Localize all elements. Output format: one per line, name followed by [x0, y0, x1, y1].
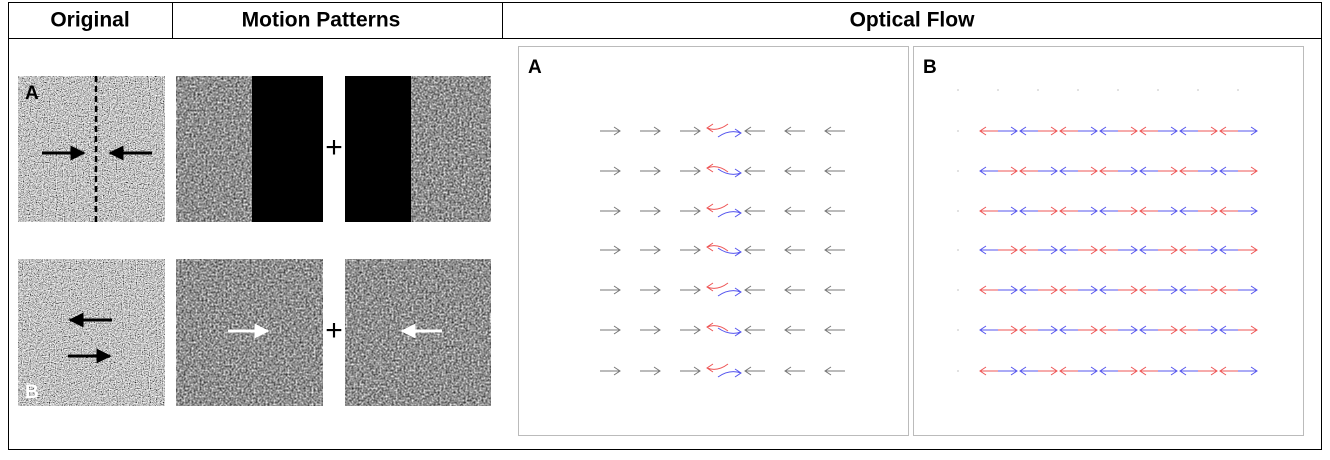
flow-panel [519, 47, 909, 436]
page: {"header": {"columns": ["Original", "Mot… [0, 0, 1330, 455]
flow-arrow [957, 249, 958, 250]
column-header: Motion Patterns [242, 9, 401, 32]
flow-arrow [957, 89, 958, 90]
figure: Original Motion Patterns Optical Flow A … [0, 0, 1330, 455]
flow-arrow [1077, 89, 1078, 90]
operator: + [325, 314, 343, 347]
flow-arrow [1117, 89, 1118, 90]
mask [345, 76, 411, 222]
stimulus-image [18, 76, 165, 222]
panel-label: B [923, 57, 937, 78]
panel-label: A [528, 57, 542, 78]
column-header: Optical Flow [850, 9, 976, 32]
flow-arrow [957, 370, 958, 371]
flow-panel [914, 47, 1304, 436]
panel-label: A [25, 83, 39, 104]
column-header: Original [50, 9, 129, 32]
flow-arrow [957, 210, 958, 211]
flow-arrow [957, 329, 958, 330]
panel-label: B [25, 382, 39, 403]
flow-arrow [1157, 89, 1158, 90]
flow-arrow [1197, 89, 1198, 90]
stimulus-image [18, 259, 165, 406]
operator: + [325, 131, 343, 164]
flow-arrow [957, 130, 958, 131]
flow-arrow [997, 89, 998, 90]
flow-arrow [957, 170, 958, 171]
flow-arrow [1237, 89, 1238, 90]
mask [252, 76, 323, 222]
flow-arrow [957, 289, 958, 290]
flow-arrow [1037, 89, 1038, 90]
